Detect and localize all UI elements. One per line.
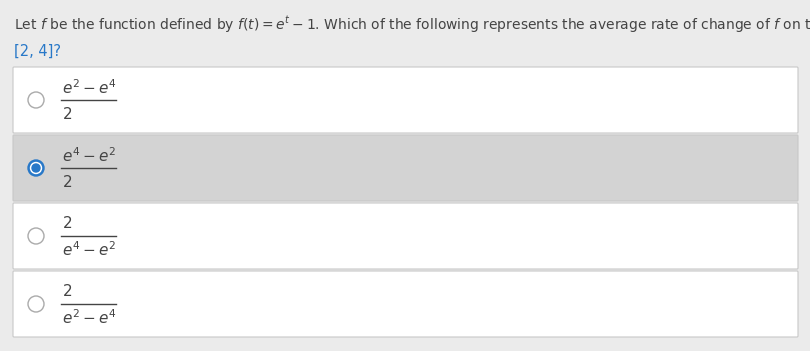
FancyBboxPatch shape (13, 67, 798, 133)
FancyBboxPatch shape (13, 203, 798, 269)
Circle shape (28, 228, 44, 244)
Circle shape (28, 160, 44, 176)
Text: $2$: $2$ (62, 283, 72, 299)
Text: $e^4 - e^2$: $e^4 - e^2$ (62, 241, 116, 259)
Text: $2$: $2$ (62, 174, 72, 190)
Text: $e^2 - e^4$: $e^2 - e^4$ (62, 309, 117, 327)
Text: $e^4 - e^2$: $e^4 - e^2$ (62, 146, 116, 165)
Text: $2$: $2$ (62, 215, 72, 231)
Text: $2$: $2$ (62, 106, 72, 122)
Text: [2, 4]?: [2, 4]? (14, 44, 61, 59)
Circle shape (28, 92, 44, 108)
Text: $e^2 - e^4$: $e^2 - e^4$ (62, 78, 117, 97)
Circle shape (31, 163, 41, 173)
Text: Let $f$ be the function defined by $f(t) = e^t - 1$. Which of the following repr: Let $f$ be the function defined by $f(t)… (14, 14, 810, 35)
Circle shape (28, 296, 44, 312)
FancyBboxPatch shape (13, 135, 798, 201)
Circle shape (32, 164, 40, 172)
FancyBboxPatch shape (13, 271, 798, 337)
